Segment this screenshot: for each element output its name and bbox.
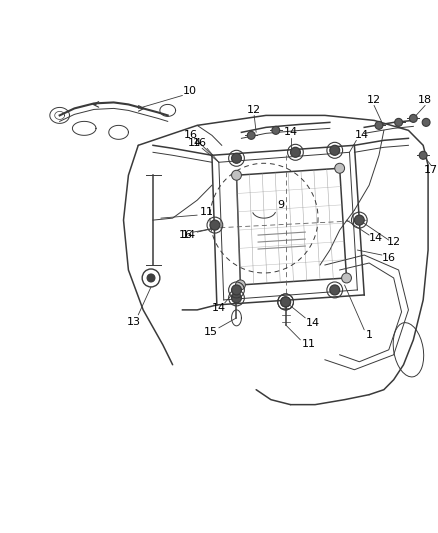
Text: 14: 14: [305, 318, 319, 328]
Text: 16: 16: [178, 230, 192, 240]
Circle shape: [280, 297, 290, 307]
Text: 12: 12: [247, 106, 261, 116]
Circle shape: [231, 154, 241, 163]
Text: 17: 17: [423, 165, 437, 175]
Text: 14: 14: [368, 233, 382, 243]
Text: 15: 15: [204, 327, 217, 337]
Text: 11: 11: [301, 339, 315, 349]
Circle shape: [209, 220, 219, 230]
Text: 11: 11: [200, 207, 214, 217]
Circle shape: [409, 115, 417, 123]
Circle shape: [418, 151, 426, 159]
Text: 10: 10: [182, 86, 196, 96]
Text: 12: 12: [366, 95, 380, 106]
Circle shape: [341, 273, 351, 283]
Text: 14: 14: [182, 230, 196, 240]
Circle shape: [247, 131, 254, 139]
Circle shape: [353, 215, 364, 225]
Circle shape: [231, 170, 241, 180]
Circle shape: [147, 274, 155, 282]
Circle shape: [280, 297, 290, 307]
Text: 18: 18: [417, 95, 431, 106]
Circle shape: [394, 118, 402, 126]
Text: 16: 16: [184, 131, 198, 140]
Text: 9: 9: [276, 200, 284, 210]
Circle shape: [235, 280, 245, 290]
Circle shape: [374, 122, 382, 130]
Circle shape: [231, 293, 241, 303]
Text: 16: 16: [193, 139, 207, 148]
Text: 13: 13: [126, 317, 140, 327]
Circle shape: [421, 118, 429, 126]
Circle shape: [329, 146, 339, 155]
Circle shape: [290, 147, 300, 157]
Text: 14: 14: [188, 139, 202, 148]
Text: 16: 16: [381, 253, 395, 263]
Circle shape: [271, 126, 279, 134]
Text: 12: 12: [386, 237, 400, 247]
Circle shape: [334, 163, 344, 173]
Text: 14: 14: [354, 131, 368, 140]
Text: 14: 14: [211, 303, 226, 313]
Text: 1: 1: [365, 330, 372, 340]
Circle shape: [329, 285, 339, 295]
Circle shape: [231, 285, 241, 295]
Text: 14: 14: [283, 127, 297, 138]
